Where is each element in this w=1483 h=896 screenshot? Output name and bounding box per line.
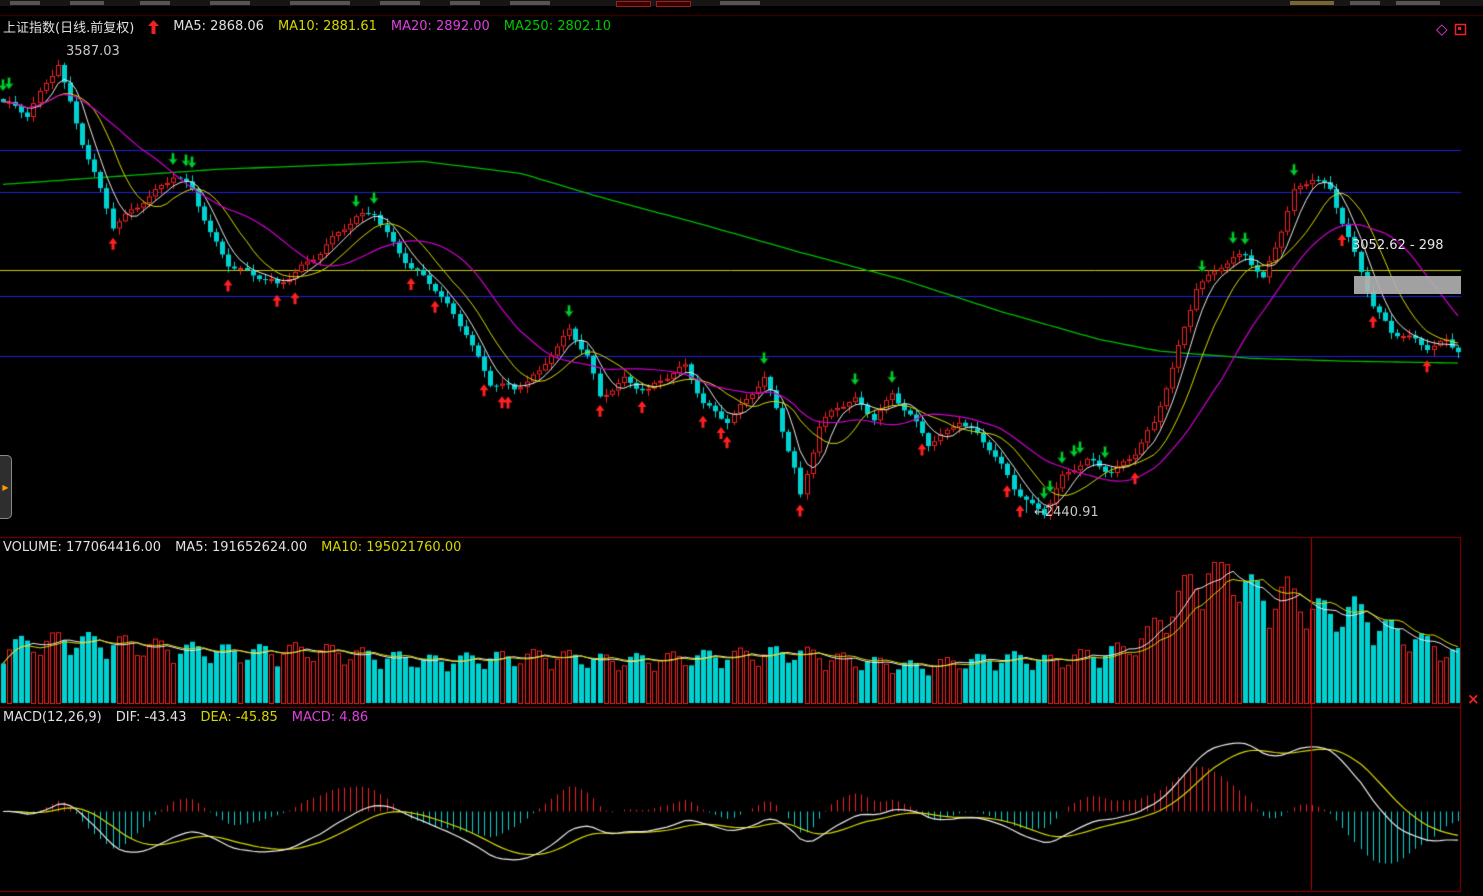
menu-fragment (1290, 1, 1334, 5)
top-menu-bar[interactable] (0, 0, 1483, 7)
main-chart-legend: 上证指数(日线.前复权) MA5: 2868.06 MA10: 2881.61 … (3, 17, 611, 36)
menu-fragment (1350, 1, 1380, 5)
menu-fragment (10, 1, 40, 5)
volume-label: VOLUME: 177064416.00 (3, 540, 162, 555)
measure-range-label: 3052.62 - 298 (1352, 238, 1444, 254)
volume-ma10-label: MA10: 195021760.00 (321, 540, 462, 555)
ma250-label: MA250: 2802.10 (503, 19, 611, 34)
sidebar-expand-handle[interactable]: ▶ (0, 455, 12, 519)
macd-value-label: MACD: 4.86 (291, 710, 369, 725)
chart-title: 上证指数(日线.前复权) (3, 21, 135, 36)
menu-fragment (70, 1, 104, 5)
expand-arrow-icon: ▶ (2, 482, 9, 492)
menu-highlight[interactable] (656, 1, 691, 7)
frame-icon[interactable] (1454, 23, 1467, 36)
menu-fragment (720, 1, 760, 5)
volume-ma5-label: MA5: 191652624.00 (175, 540, 308, 555)
menu-fragment (380, 1, 420, 5)
macd-params-label: MACD(12,26,9) (3, 710, 102, 725)
measure-selection-box (1354, 276, 1461, 294)
panel-close-icon[interactable]: × (1467, 690, 1480, 708)
dea-label: DEA: -45.85 (200, 710, 278, 725)
up-arrow-icon (148, 19, 160, 34)
ma20-label: MA20: 2892.00 (390, 19, 490, 34)
menu-fragment (290, 1, 350, 5)
chart-corner-icons: ◇ (1436, 22, 1467, 37)
macd-legend: MACD(12,26,9) DIF: -43.43 DEA: -45.85 MA… (3, 710, 368, 725)
menu-fragment (510, 1, 550, 5)
menu-fragment (450, 1, 480, 5)
low-price-label: ←2440.91 (1034, 504, 1099, 520)
peak-price-label: 3587.03 (66, 43, 120, 59)
menu-fragment (1396, 1, 1440, 5)
diamond-icon[interactable]: ◇ (1436, 20, 1448, 38)
ma10-label: MA10: 2881.61 (277, 19, 377, 34)
menu-highlight[interactable] (616, 1, 651, 7)
ma5-label: MA5: 2868.06 (173, 19, 264, 34)
menu-fragment (210, 1, 250, 5)
dif-label: DIF: -43.43 (115, 710, 187, 725)
volume-legend: VOLUME: 177064416.00 MA5: 191652624.00 M… (3, 540, 461, 555)
menu-fragment (140, 1, 170, 5)
